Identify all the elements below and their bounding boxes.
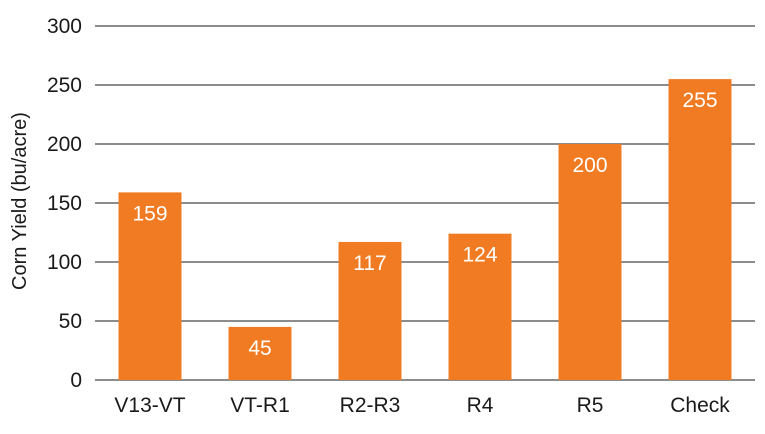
bar-value-label: 124	[462, 244, 497, 267]
bar	[118, 192, 182, 380]
y-tick-label: 50	[59, 310, 82, 333]
bar-value-label: 255	[682, 89, 717, 112]
x-category-label: V13-VT	[114, 394, 185, 417]
y-tick-label: 150	[47, 192, 82, 215]
grid-lines	[95, 25, 755, 381]
y-axis-title: Corn Yield (bu/acre)	[9, 112, 31, 290]
bar-value-label: 159	[132, 202, 167, 225]
bar	[668, 79, 732, 380]
x-category-label: VT-R1	[230, 394, 290, 417]
bar	[448, 233, 512, 380]
x-category-label: R5	[577, 394, 604, 417]
bar	[338, 241, 402, 380]
x-category-label: R4	[467, 394, 494, 417]
y-tick-label: 0	[70, 369, 82, 392]
bar-value-label: 200	[572, 154, 607, 177]
y-tick-label: 250	[47, 74, 82, 97]
category-labels: V13-VT VT-R1 R2-R3 R4 R5 Check	[114, 394, 730, 417]
bar-value-label: 45	[248, 337, 271, 360]
y-tick-labels: 0 50 100 150 200 250 300	[47, 15, 82, 392]
bar	[558, 144, 622, 380]
x-category-label: R2-R3	[340, 394, 401, 417]
bar	[228, 326, 292, 380]
y-tick-label: 200	[47, 133, 82, 156]
y-tick-label: 100	[47, 251, 82, 274]
value-labels: 159 45 117 124 200 255	[132, 89, 717, 360]
x-category-label: Check	[670, 394, 730, 417]
bar-value-label: 117	[353, 252, 386, 275]
bars	[118, 79, 732, 380]
y-tick-label: 300	[47, 15, 82, 38]
